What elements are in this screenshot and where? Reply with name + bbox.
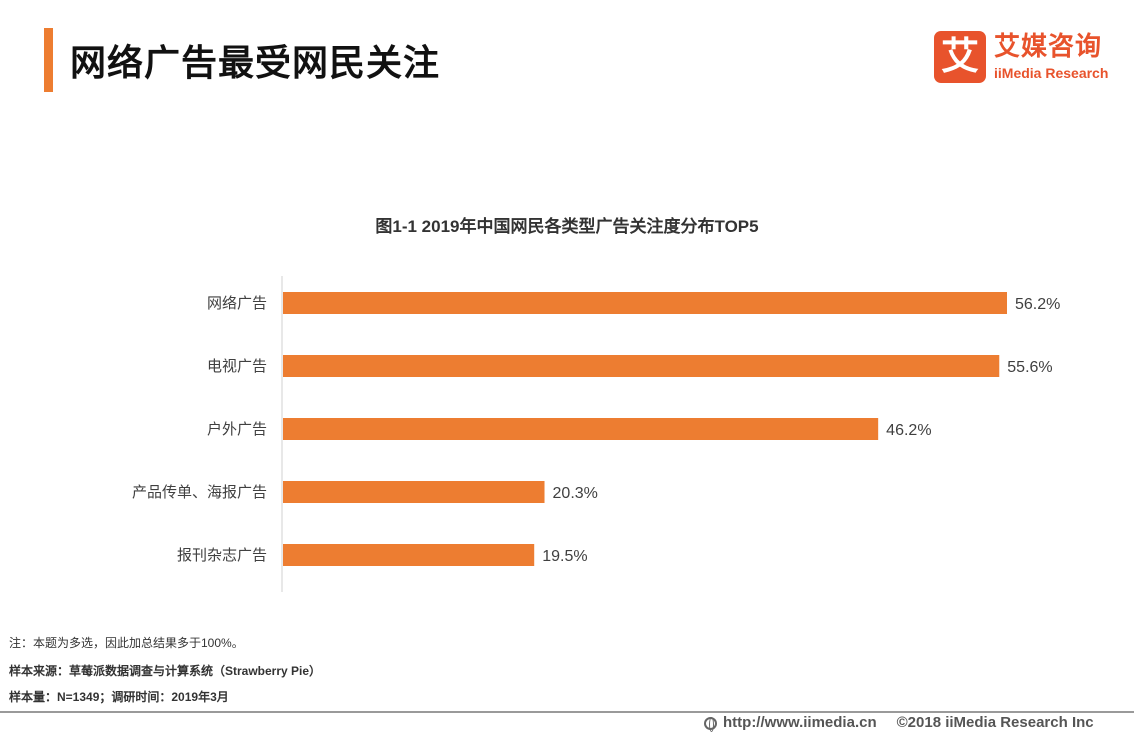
category-label: 电视广告	[207, 358, 267, 375]
title-accent-bar	[44, 28, 53, 92]
category-label: 户外广告	[207, 421, 267, 438]
footer-copyright: ©2018 iiMedia Research Inc	[896, 714, 1094, 731]
bar	[283, 355, 1000, 377]
note-multiselect: 注：本题为多选，因此加总结果多于100%。	[9, 636, 244, 650]
logo-name-en: iiMedia Research	[994, 65, 1109, 81]
data-label: 20.3%	[553, 485, 598, 502]
footer-url[interactable]: http://www.iimedia.cn	[723, 714, 877, 731]
bar	[283, 292, 1007, 314]
note-sample-size: 样本量：N=1349；调研时间：2019年3月	[9, 690, 229, 704]
data-label: 55.6%	[1007, 359, 1052, 376]
iimedia-logo: 艾 艾媒咨询 iiMedia Research	[934, 31, 1114, 85]
data-label: 56.2%	[1015, 296, 1060, 313]
globe-icon	[704, 717, 717, 732]
data-label: 19.5%	[542, 548, 587, 565]
bar	[283, 481, 545, 503]
data-label: 46.2%	[886, 422, 931, 439]
bar	[283, 418, 879, 440]
logo-name-cn: 艾媒咨询	[994, 31, 1103, 61]
footer-divider	[0, 711, 1134, 713]
bar	[283, 544, 535, 566]
bar-chart: 网络广告 56.2% 电视广告 55.6% 户外广告 46.2% 产品传单、海报广告 20.3…	[132, 276, 1060, 592]
note-sample-source: 样本来源：草莓派数据调查与计算系统（Strawberry Pie）	[9, 664, 322, 678]
category-label: 报刊杂志广告	[177, 547, 267, 564]
footer: http://www.iimedia.cn ©2018 iiMedia Resea…	[704, 714, 1094, 732]
category-label: 网络广告	[207, 295, 267, 312]
logo-mark: 艾	[934, 31, 986, 83]
chart-title: 图1-1 2019年中国网民各类型广告关注度分布TOP5	[375, 217, 759, 236]
category-label: 产品传单、海报广告	[132, 484, 267, 501]
page-title: 网络广告最受网民关注	[70, 42, 441, 83]
